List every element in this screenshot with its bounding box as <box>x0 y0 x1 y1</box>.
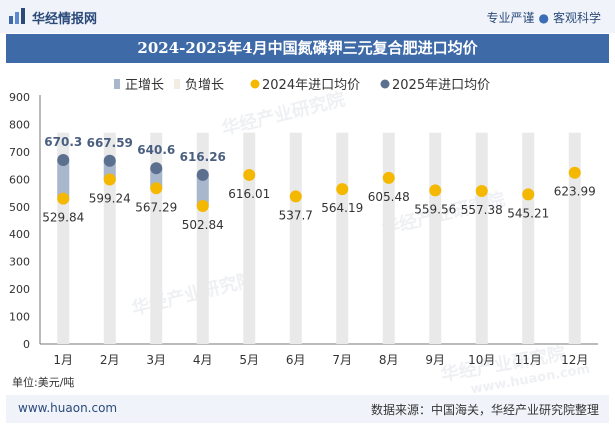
y-tick-label: 100 <box>9 311 30 324</box>
brand-name: 华经情报网 <box>32 12 98 27</box>
point-2024 <box>475 185 488 198</box>
data-label-2024: 545.21 <box>507 206 549 220</box>
x-tick-label: 4月 <box>193 353 213 367</box>
data-label-2025: 667.59 <box>87 136 133 150</box>
chart-title: 2024-2025年4月中国氮磷钾三元复合肥进口均价 <box>137 39 478 57</box>
x-tick-label: 5月 <box>239 353 259 367</box>
tagline: 专业严谨 ● 客观科学 <box>486 9 601 26</box>
point-2024 <box>429 184 442 197</box>
x-tick-label: 10月 <box>468 353 495 367</box>
legend-label: 负增长 <box>185 78 224 93</box>
footer-bar: www.huaon.com 数据来源：中国海关，华经产业研究院整理 <box>6 395 609 423</box>
background-bar <box>289 132 302 344</box>
footer-source: 数据来源：中国海关，华经产业研究院整理 <box>370 403 599 417</box>
tag-separator-icon: ● <box>538 11 549 25</box>
x-tick-label: 7月 <box>332 353 352 367</box>
x-tick-label: 12月 <box>561 353 588 367</box>
x-tick-label: 9月 <box>425 353 445 367</box>
positive-growth-bar <box>196 174 209 206</box>
data-label-2024: 529.84 <box>42 211 84 225</box>
point-2025 <box>57 154 70 167</box>
point-2024 <box>568 166 581 179</box>
point-2024 <box>57 192 70 205</box>
background-bar <box>429 132 442 344</box>
data-label-2025: 670.3 <box>44 135 82 149</box>
legend-label: 2024年进口均价 <box>262 78 360 93</box>
y-tick-label: 900 <box>9 91 30 104</box>
data-label-2024: 616.01 <box>228 187 270 201</box>
data-label-2024: 623.99 <box>554 185 596 199</box>
title-bar: 2024-2025年4月中国氮磷钾三元复合肥进口均价 <box>6 34 609 63</box>
y-tick-label: 500 <box>9 201 30 214</box>
legend-label: 正增长 <box>125 78 164 93</box>
tag-right: 客观科学 <box>552 11 601 25</box>
data-label-2024: 599.24 <box>89 192 131 206</box>
background-bar <box>382 132 395 344</box>
background-bar <box>336 132 349 344</box>
point-2024 <box>103 173 116 186</box>
background-bar <box>103 132 116 344</box>
point-2024 <box>522 188 535 201</box>
legend-label: 2025年进口均价 <box>392 78 490 93</box>
data-label-2025: 640.6 <box>137 143 175 157</box>
y-tick-label: 300 <box>9 256 30 269</box>
point-2025 <box>103 154 116 167</box>
data-label-2025: 616.26 <box>180 150 226 164</box>
footer-site: www.huaon.com <box>18 401 118 415</box>
x-tick-label: 1月 <box>53 353 73 367</box>
legend-marker-2024 <box>250 79 260 89</box>
tag-left: 专业严谨 <box>486 11 535 25</box>
point-2024 <box>382 171 395 184</box>
y-tick-label: 200 <box>9 283 30 296</box>
x-tick-label: 8月 <box>379 353 399 367</box>
background-bar <box>475 132 488 344</box>
point-2024 <box>289 190 302 203</box>
y-tick-label: 0 <box>23 338 30 351</box>
point-2025 <box>196 168 209 181</box>
y-tick-label: 800 <box>9 118 30 131</box>
data-label-2024: 564.19 <box>321 201 363 215</box>
data-label-2024: 559.56 <box>414 202 456 216</box>
x-tick-label: 2月 <box>100 353 120 367</box>
top-bar: 华经情报网 专业严谨 ● 客观科学 <box>0 0 615 33</box>
background-bar <box>243 132 256 344</box>
background-bar <box>196 132 209 344</box>
legend-swatch-negative <box>174 79 180 89</box>
point-2024 <box>336 183 349 196</box>
data-label-2024: 537.7 <box>279 208 313 222</box>
data-label-2024: 502.84 <box>182 218 224 232</box>
data-label-2024: 567.29 <box>135 200 177 214</box>
background-bar <box>568 132 581 344</box>
point-2024 <box>196 199 209 212</box>
brand-logo-icon <box>9 8 25 24</box>
y-tick-label: 700 <box>9 146 30 159</box>
point-2025 <box>150 162 163 175</box>
background-bar <box>522 132 535 344</box>
legend-marker-2025 <box>380 79 390 89</box>
x-tick-label: 3月 <box>146 353 166 367</box>
x-tick-label: 11月 <box>515 353 542 367</box>
point-2024 <box>243 168 256 181</box>
x-tick-label: 6月 <box>286 353 306 367</box>
y-tick-label: 600 <box>9 173 30 186</box>
positive-growth-bar <box>57 160 70 199</box>
data-label-2024: 605.48 <box>368 190 410 204</box>
legend-swatch-positive <box>114 79 120 89</box>
point-2024 <box>150 182 163 195</box>
unit-label: 单位:美元/吨 <box>12 376 75 389</box>
data-label-2024: 557.38 <box>461 203 503 217</box>
y-tick-label: 400 <box>9 228 30 241</box>
